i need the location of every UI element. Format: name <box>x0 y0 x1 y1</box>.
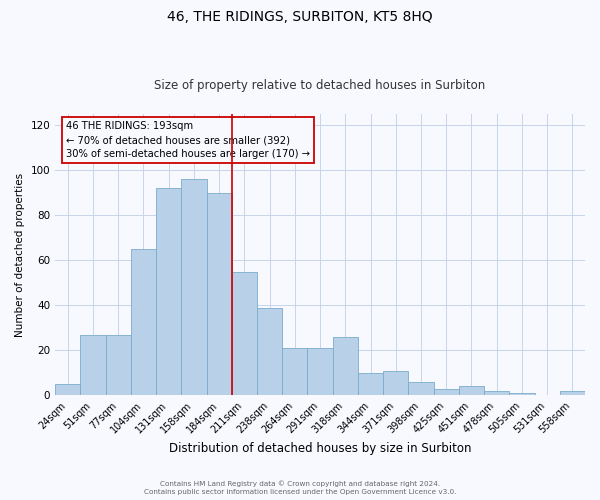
Bar <box>55 384 80 396</box>
Bar <box>383 370 409 396</box>
Bar <box>358 373 383 396</box>
Text: Contains HM Land Registry data © Crown copyright and database right 2024.
Contai: Contains HM Land Registry data © Crown c… <box>144 480 456 495</box>
Y-axis label: Number of detached properties: Number of detached properties <box>15 172 25 336</box>
Bar <box>257 308 282 396</box>
Bar <box>106 334 131 396</box>
Bar <box>131 249 156 396</box>
Bar <box>156 188 181 396</box>
Bar <box>181 180 206 396</box>
Bar <box>206 193 232 396</box>
Bar <box>560 391 585 396</box>
Bar <box>409 382 434 396</box>
X-axis label: Distribution of detached houses by size in Surbiton: Distribution of detached houses by size … <box>169 442 472 455</box>
Bar <box>80 334 106 396</box>
Bar <box>307 348 332 396</box>
Bar <box>232 272 257 396</box>
Bar <box>282 348 307 396</box>
Bar <box>484 391 509 396</box>
Bar <box>332 337 358 396</box>
Title: Size of property relative to detached houses in Surbiton: Size of property relative to detached ho… <box>154 79 486 92</box>
Bar <box>509 393 535 396</box>
Text: 46, THE RIDINGS, SURBITON, KT5 8HQ: 46, THE RIDINGS, SURBITON, KT5 8HQ <box>167 10 433 24</box>
Text: 46 THE RIDINGS: 193sqm
← 70% of detached houses are smaller (392)
30% of semi-de: 46 THE RIDINGS: 193sqm ← 70% of detached… <box>66 121 310 159</box>
Bar <box>459 386 484 396</box>
Bar <box>434 388 459 396</box>
